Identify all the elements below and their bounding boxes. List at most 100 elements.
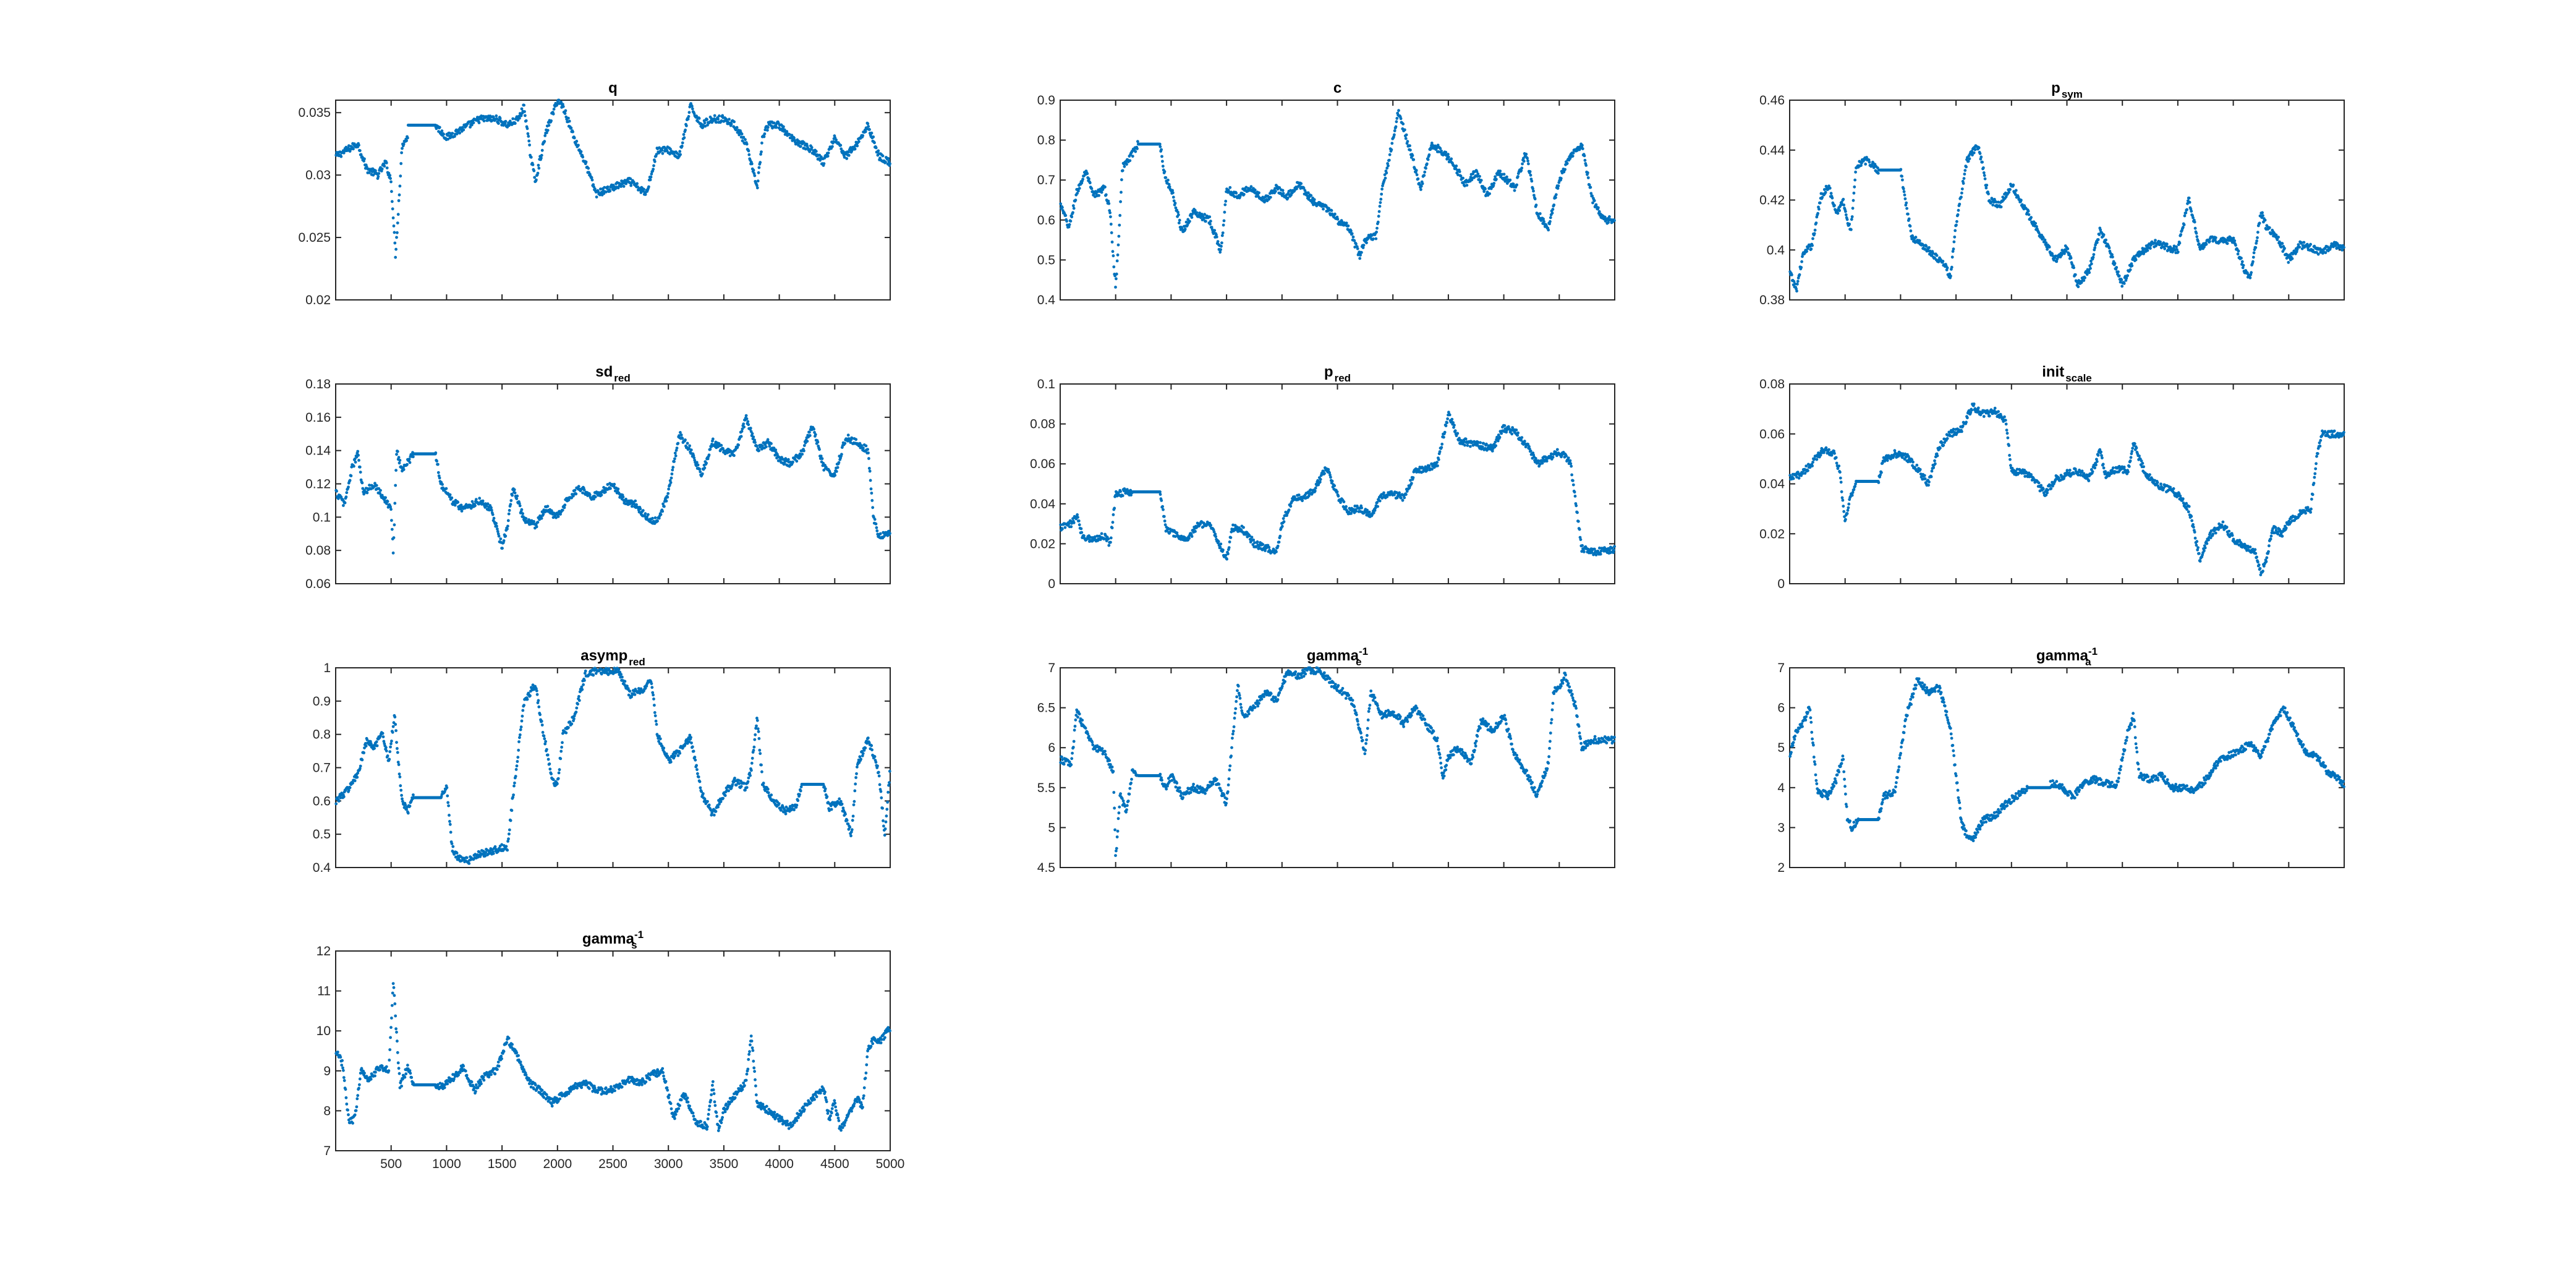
- data-point: [1128, 159, 1132, 163]
- data-point: [733, 120, 736, 124]
- data-point: [1116, 253, 1120, 257]
- data-point: [1104, 193, 1108, 197]
- data-point: [1306, 194, 1309, 197]
- data-point: [1220, 241, 1223, 245]
- data-point: [1163, 170, 1167, 173]
- data-point: [1583, 158, 1587, 162]
- data-point: [1415, 173, 1419, 176]
- data-point: [1397, 109, 1400, 113]
- data-point: [1376, 220, 1380, 224]
- data-point: [1393, 129, 1396, 132]
- data-point: [716, 117, 720, 121]
- data-point: [606, 185, 610, 189]
- data-point: [357, 143, 360, 147]
- data-point: [691, 104, 694, 108]
- data-point: [707, 453, 711, 457]
- data-point: [2283, 247, 2286, 250]
- data-point: [728, 117, 731, 121]
- data-point: [861, 134, 865, 137]
- data-point: [754, 441, 757, 444]
- data-point: [1162, 514, 1166, 518]
- data-point: [687, 111, 691, 114]
- data-point: [747, 153, 751, 156]
- data-point: [552, 108, 556, 111]
- data-point: [682, 133, 686, 136]
- data-point: [1175, 531, 1179, 535]
- data-point: [1424, 166, 1427, 170]
- data-point: [750, 432, 754, 435]
- data-point: [1115, 277, 1118, 281]
- data-point: [1592, 199, 1596, 202]
- data-point: [383, 164, 386, 168]
- data-point: [536, 171, 540, 175]
- data-point: [401, 147, 404, 150]
- data-point: [385, 161, 388, 164]
- panel-title-main: p: [2051, 80, 2060, 96]
- data-point: [747, 149, 750, 153]
- panel-title: c: [1333, 80, 1341, 96]
- y-tick-label: 0.18: [305, 377, 331, 391]
- data-point: [567, 119, 571, 123]
- data-point: [2182, 223, 2186, 226]
- data-point: [511, 493, 514, 497]
- data-point: [679, 433, 683, 437]
- data-point: [1381, 184, 1384, 187]
- data-point: [1218, 250, 1222, 254]
- y-tick-label: 0.4: [1767, 243, 1785, 257]
- data-point: [1498, 169, 1502, 173]
- data-point: [1853, 178, 1857, 182]
- data-point: [2175, 245, 2179, 249]
- data-point: [770, 442, 773, 445]
- data-point: [509, 503, 512, 506]
- data-point: [1522, 156, 1525, 160]
- data-point: [347, 485, 350, 489]
- data-point: [1190, 535, 1194, 538]
- data-point: [886, 157, 890, 160]
- data-point: [795, 459, 799, 463]
- data-point: [1476, 174, 1479, 178]
- data-point: [561, 103, 564, 106]
- data-point: [1209, 220, 1212, 223]
- data-point: [1950, 265, 1953, 269]
- data-point: [1269, 195, 1272, 199]
- data-point: [878, 532, 882, 535]
- data-point: [1935, 254, 1939, 257]
- data-point: [2281, 242, 2284, 245]
- data-point: [1838, 209, 1842, 212]
- data-point: [540, 148, 544, 152]
- data-point: [843, 441, 847, 445]
- data-point: [1478, 174, 1481, 178]
- data-point: [2047, 245, 2051, 249]
- data-point: [460, 510, 464, 513]
- data-point: [766, 438, 770, 441]
- data-point: [1515, 183, 1519, 187]
- data-point: [1174, 206, 1178, 210]
- data-point: [389, 508, 393, 511]
- data-point: [675, 446, 679, 450]
- data-point: [1409, 482, 1413, 485]
- data-point: [518, 504, 522, 508]
- data-point: [674, 454, 678, 458]
- data-point: [1303, 189, 1307, 192]
- data-point: [2277, 236, 2281, 239]
- data-point: [1613, 219, 1616, 222]
- data-point: [2193, 220, 2196, 224]
- data-point: [1475, 170, 1479, 173]
- data-point: [575, 140, 579, 143]
- data-point: [1864, 163, 1868, 166]
- data-point: [406, 136, 409, 140]
- data-point: [1811, 237, 1814, 241]
- data-point: [766, 129, 769, 132]
- data-point: [397, 199, 401, 202]
- data-point: [1282, 192, 1285, 195]
- data-point: [1955, 220, 1958, 223]
- data-point: [397, 456, 401, 459]
- data-point: [590, 178, 594, 182]
- data-point: [870, 492, 874, 495]
- data-point: [1214, 532, 1217, 536]
- data-point: [644, 193, 647, 196]
- data-point: [520, 107, 524, 111]
- data-point: [875, 526, 878, 529]
- data-point: [1287, 508, 1291, 512]
- data-point: [1069, 220, 1073, 223]
